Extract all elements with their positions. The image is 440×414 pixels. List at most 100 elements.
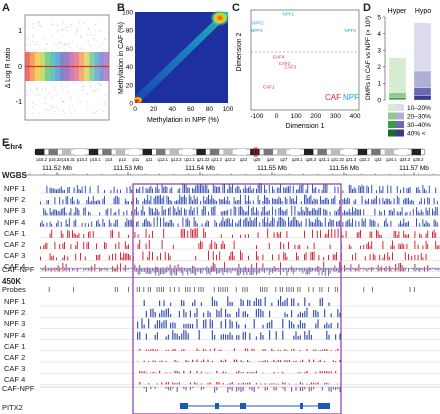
- diff-bar: [187, 268, 189, 276]
- track-bar: [387, 252, 389, 261]
- track-bar: [51, 267, 53, 272]
- track-bar: [428, 223, 430, 227]
- track-bar: [306, 335, 308, 340]
- diff-bar: [252, 268, 254, 275]
- a-noise-dot: [77, 97, 79, 99]
- diff-bar: [254, 268, 256, 273]
- track-bar: [286, 198, 288, 205]
- diff-bar: [305, 268, 307, 275]
- diff-bar: [318, 268, 320, 276]
- diff-bar: [204, 268, 206, 271]
- diff-bar: [108, 268, 110, 269]
- a-noise-dot: [93, 112, 95, 114]
- track-bar: [355, 220, 357, 227]
- track-bar: [165, 382, 167, 385]
- track-bar: [142, 205, 144, 216]
- track-bar: [128, 234, 129, 238]
- track-bar: [398, 243, 400, 249]
- track-bar: [300, 184, 302, 193]
- track-bar: [284, 196, 286, 205]
- track-bar: [280, 207, 281, 216]
- diff-bar: [248, 268, 249, 272]
- track-bar: [275, 331, 277, 340]
- track-bar: [417, 186, 419, 193]
- track-bar: [384, 220, 385, 227]
- track-bar: [269, 383, 271, 385]
- track-bar: [246, 211, 248, 216]
- gene-exon: [240, 403, 246, 409]
- track-bar: [264, 206, 265, 216]
- track-bar: [108, 219, 110, 227]
- track-bar: [315, 372, 317, 374]
- track-bar: [321, 297, 323, 306]
- probe-tick: [321, 287, 323, 292]
- diff-bar: [273, 268, 275, 271]
- a-noise-dot: [69, 104, 71, 106]
- panel-a-chart: Δ Log R ratio 1 0 -1: [5, 14, 110, 121]
- chromosome-label: Chr4: [5, 142, 23, 151]
- ideogram-band-label: q21.22: [197, 157, 210, 162]
- a-noise-dot: [44, 89, 46, 91]
- track-bar: [206, 197, 208, 205]
- track-bar: [232, 251, 233, 261]
- track-bar: [318, 219, 320, 227]
- track-bar: [331, 228, 333, 238]
- track-bar: [76, 241, 78, 249]
- track-bar: [284, 220, 286, 227]
- track-bar: [286, 360, 288, 362]
- a-noise-dot: [66, 43, 68, 45]
- diff-bar: [203, 268, 205, 271]
- track-bar: [251, 189, 253, 193]
- track-bar: [297, 372, 299, 374]
- track-bar: [148, 318, 150, 329]
- diff-bar: [313, 387, 315, 390]
- diff-bar: [419, 268, 421, 271]
- track-bar: [196, 370, 198, 374]
- track-bar: [299, 335, 301, 340]
- track-bar: [155, 207, 157, 216]
- a-noise-dot: [63, 44, 65, 46]
- track-bar: [419, 190, 421, 193]
- track-bar: [144, 211, 145, 216]
- track-bar: [420, 253, 422, 261]
- track-bar: [145, 228, 147, 238]
- track-bar: [211, 330, 213, 340]
- diff-bar: [332, 387, 334, 390]
- diff-bar: [188, 268, 190, 272]
- track-bar: [81, 222, 83, 227]
- track-bar: [388, 210, 390, 216]
- track-bar: [148, 349, 150, 351]
- diff-bar: [70, 268, 72, 269]
- track-bar: [398, 197, 400, 205]
- a-noise-dot: [35, 94, 37, 96]
- track-bar: [372, 199, 374, 205]
- track-bar: [227, 209, 229, 216]
- a-noise-dot: [53, 107, 55, 109]
- track-bar: [70, 244, 72, 249]
- track-bar: [168, 253, 169, 261]
- track-bar: [192, 210, 193, 216]
- ideogram-band: [330, 149, 341, 155]
- track-bar: [201, 209, 203, 216]
- diff-bar: [281, 268, 283, 271]
- track-bar: [46, 185, 48, 193]
- track-bar: [358, 231, 360, 238]
- a-noise-dot: [51, 106, 53, 108]
- a-noise-dot: [35, 104, 37, 106]
- wgbs-track-label: CAF 1: [4, 228, 26, 238]
- track-bar: [204, 206, 206, 216]
- ideogram-band-label: p15.33: [49, 157, 62, 162]
- diff-bar: [266, 387, 268, 390]
- track-bar: [284, 210, 286, 216]
- diff-bar: [321, 268, 323, 276]
- c-point-label: CAF1: [263, 84, 275, 89]
- probe-tick: [275, 287, 277, 292]
- track-bar: [49, 221, 51, 227]
- track-bar: [252, 200, 254, 205]
- track-bar: [356, 232, 358, 238]
- track-bar: [296, 219, 297, 227]
- track-bar: [369, 254, 371, 261]
- diff-bar: [240, 268, 241, 274]
- track-bar: [257, 210, 259, 216]
- a-noise-dot: [53, 111, 55, 113]
